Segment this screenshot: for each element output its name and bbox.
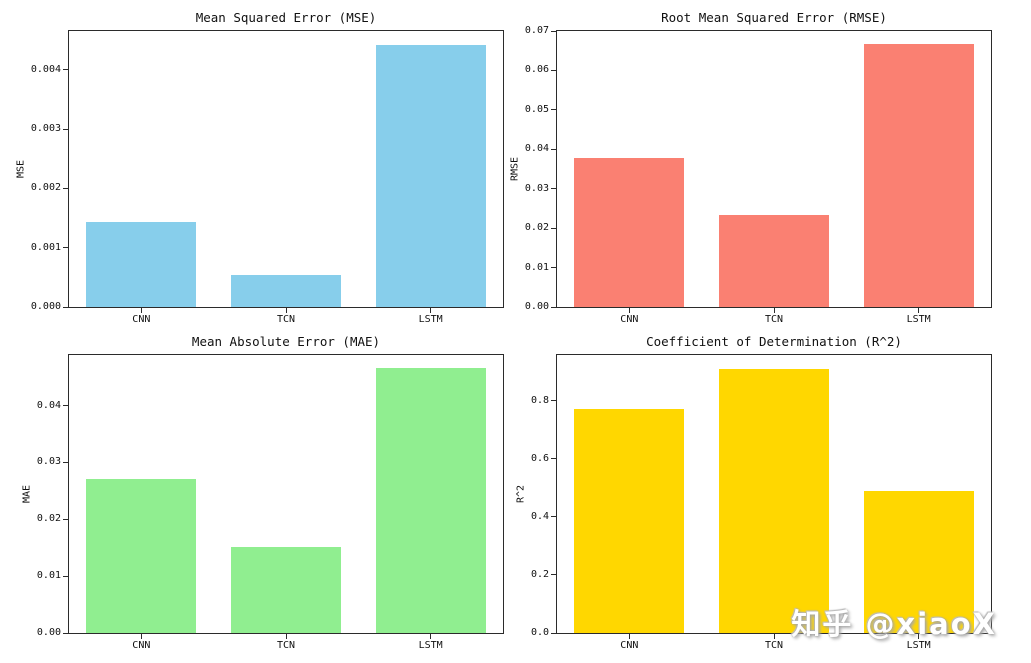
y-tick-label: 0.03 xyxy=(36,456,61,468)
y-tick-mark xyxy=(551,632,556,634)
x-tick-mark xyxy=(628,634,630,639)
bar-tcn xyxy=(231,275,341,307)
y-tick-mark xyxy=(551,458,556,460)
x-tick-mark xyxy=(628,308,630,313)
y-tick-mark xyxy=(551,30,556,32)
x-tick-mark xyxy=(918,308,920,313)
y-tick-label: 0.4 xyxy=(530,510,549,522)
y-tick-label: 0.02 xyxy=(36,513,61,525)
bar-tcn xyxy=(231,547,341,633)
y-tick-mark xyxy=(63,128,68,130)
y-tick-mark xyxy=(63,187,68,189)
chart-rmse: Root Mean Squared Error (RMSE) RMSE 0.00 0.… xyxy=(510,10,992,325)
bar-cnn xyxy=(574,408,685,633)
y-tick-label: 0.00 xyxy=(524,301,549,312)
x-tick-label: LSTM xyxy=(906,640,931,651)
x-tick-label: LSTM xyxy=(418,314,443,325)
y-tick-mark xyxy=(63,247,68,249)
y-tick-mark xyxy=(551,574,556,576)
x-tick-mark xyxy=(140,308,142,313)
x-tick-mark xyxy=(140,634,142,639)
y-tick-label: 0.2 xyxy=(530,568,549,580)
bar-cnn xyxy=(86,222,197,307)
y-tick-mark xyxy=(63,405,68,407)
chart-title: Mean Absolute Error (MAE) xyxy=(191,334,381,349)
y-tick-label: 0.002 xyxy=(30,182,61,194)
y-tick-label: 0.06 xyxy=(524,64,549,76)
y-tick-label: 0.04 xyxy=(524,143,549,155)
bar-lstm xyxy=(375,45,486,307)
chart-title: Mean Squared Error (MSE) xyxy=(195,10,377,25)
x-tick-mark xyxy=(773,634,775,639)
x-tick-mark xyxy=(285,634,287,639)
y-tick-label: 0.8 xyxy=(530,394,549,406)
bar-lstm xyxy=(863,44,974,307)
y-tick-mark xyxy=(63,69,68,71)
y-tick-label: 0.0 xyxy=(530,627,549,638)
y-tick-label: 0.01 xyxy=(524,261,549,273)
y-tick-mark xyxy=(551,516,556,518)
y-tick-mark xyxy=(551,188,556,190)
y-tick-mark xyxy=(63,461,68,463)
y-tick-label: 0.03 xyxy=(524,182,549,194)
y-tick-mark xyxy=(63,518,68,520)
y-axis-label: MAE xyxy=(21,484,33,504)
x-tick-label: TCN xyxy=(764,640,784,651)
y-tick-label: 0.04 xyxy=(36,399,61,411)
y-tick-label: 0.004 xyxy=(30,63,61,75)
y-tick-mark xyxy=(551,109,556,111)
y-tick-mark xyxy=(63,575,68,577)
y-tick-label: 0.6 xyxy=(530,452,549,464)
x-tick-mark xyxy=(918,634,920,639)
bar-tcn xyxy=(719,368,829,633)
y-tick-label: 0.02 xyxy=(524,222,549,234)
y-tick-label: 0.00 xyxy=(36,627,61,638)
bar-tcn xyxy=(719,215,829,307)
y-tick-mark xyxy=(551,227,556,229)
zhihu-watermark: 知乎 @xiaoX xyxy=(791,607,997,641)
x-tick-mark xyxy=(430,634,432,639)
y-axis-label: RMSE xyxy=(509,156,521,182)
chart-mae: Mean Absolute Error (MAE) MAE 0.00 0.01 0.02… xyxy=(22,334,504,651)
chart-mse: Mean Squared Error (MSE) MSE 0.000 0.001 0.0… xyxy=(16,10,504,325)
y-tick-label: 0.001 xyxy=(30,241,61,253)
x-tick-label: LSTM xyxy=(906,314,931,325)
y-tick-mark xyxy=(551,267,556,269)
y-tick-mark xyxy=(63,306,68,308)
x-tick-label: CNN xyxy=(620,314,639,325)
bar-cnn xyxy=(86,478,197,633)
x-tick-label: CNN xyxy=(132,640,151,651)
bar-lstm xyxy=(375,367,486,633)
y-tick-mark xyxy=(551,400,556,402)
y-tick-label: 0.07 xyxy=(524,25,549,36)
y-axis-label: R^2 xyxy=(515,484,527,504)
y-tick-label: 0.01 xyxy=(36,570,61,582)
y-tick-mark xyxy=(63,632,68,634)
y-tick-mark xyxy=(551,69,556,71)
x-tick-mark xyxy=(773,308,775,313)
bar-cnn xyxy=(574,157,685,307)
x-tick-label: LSTM xyxy=(418,640,443,651)
x-tick-mark xyxy=(430,308,432,313)
x-tick-label: CNN xyxy=(132,314,151,325)
chart-title: Root Mean Squared Error (RMSE) xyxy=(661,10,887,25)
x-tick-label: CNN xyxy=(620,640,639,651)
x-tick-mark xyxy=(285,308,287,313)
chart-title: Coefficient of Determination (R^2) xyxy=(646,334,902,349)
bar-lstm xyxy=(863,490,974,633)
y-tick-mark xyxy=(551,148,556,150)
x-tick-label: TCN xyxy=(276,640,296,651)
y-tick-mark xyxy=(551,306,556,308)
x-tick-label: TCN xyxy=(276,314,296,325)
y-tick-label: 0.003 xyxy=(30,123,61,135)
x-tick-label: TCN xyxy=(764,314,784,325)
y-tick-label: 0.000 xyxy=(30,301,61,312)
y-axis-label: MSE xyxy=(15,159,27,179)
chart-r2: Coefficient of Determination (R^2) R^2 0.0… xyxy=(516,334,992,651)
y-tick-label: 0.05 xyxy=(524,103,549,115)
